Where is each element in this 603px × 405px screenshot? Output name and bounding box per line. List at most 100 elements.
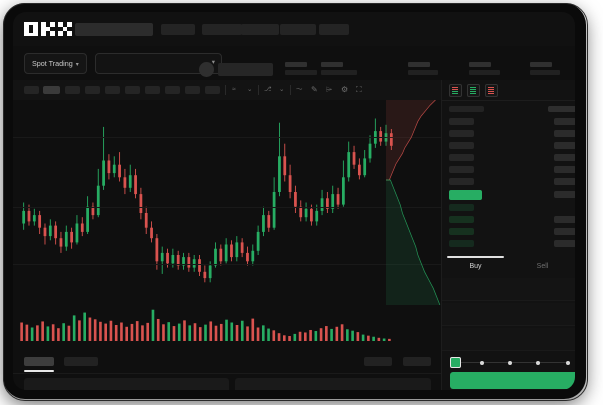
timeframe-chip-7[interactable] xyxy=(145,86,160,94)
toolbar-divider xyxy=(258,85,259,95)
chart-gridline xyxy=(13,264,441,265)
orderbook-bid-row[interactable] xyxy=(449,216,474,223)
bottom-panel-right xyxy=(235,378,431,390)
orderbook-ask-size xyxy=(554,118,575,125)
orderbook-mid-size xyxy=(554,191,575,198)
orderbook-ask-size xyxy=(554,154,575,161)
bottom-tab-bar xyxy=(13,351,441,374)
orderbook-bid-row[interactable] xyxy=(449,240,474,247)
settings-gear-icon[interactable]: ⚙ xyxy=(341,85,349,94)
timeframe-chip-10[interactable] xyxy=(205,86,220,94)
slider-dot-75[interactable] xyxy=(536,360,540,365)
orderbook-bid-size xyxy=(554,228,575,235)
chart-gridline xyxy=(13,137,441,138)
ob-mode-asks-icon[interactable] xyxy=(485,84,498,97)
chart-type-label[interactable]: ⎇ xyxy=(264,86,272,93)
candles-svg xyxy=(22,118,393,283)
nav-item-2[interactable] xyxy=(202,24,242,35)
amount-field[interactable] xyxy=(442,303,575,326)
nav-item-4[interactable] xyxy=(280,24,316,35)
timeframe-chip-9[interactable] xyxy=(185,86,200,94)
nav-item-1[interactable] xyxy=(161,24,195,35)
pair-name-skeleton xyxy=(218,63,273,76)
orderbook-mid-price xyxy=(449,190,482,200)
place-buy-order-button[interactable] xyxy=(450,372,575,389)
tab-order-history[interactable] xyxy=(64,357,98,366)
timeframe-chip-8[interactable] xyxy=(165,86,180,94)
toolbar-divider xyxy=(225,85,226,95)
orderbook-and-order-form: Buy Sell xyxy=(441,80,575,390)
market-type-label: Spot Trading xyxy=(32,59,73,68)
orderbook-ask-row[interactable] xyxy=(449,118,474,125)
tab-sell[interactable]: Sell xyxy=(536,263,549,270)
orderbook-ask-row[interactable] xyxy=(449,130,474,137)
bottom-action-2[interactable] xyxy=(403,357,431,366)
line-tool-icon[interactable]: 〜 xyxy=(296,86,303,93)
order-form-tabs: Buy Sell xyxy=(442,256,575,278)
price-field[interactable] xyxy=(442,278,575,301)
slider-dot-25[interactable] xyxy=(480,360,484,365)
active-tab-underline xyxy=(24,370,54,372)
volume-svg xyxy=(20,309,391,341)
chevron-down-icon: ▾ xyxy=(211,59,215,66)
depth-chart xyxy=(386,100,441,305)
toolbar-divider xyxy=(290,85,291,95)
tab-buy[interactable]: Buy xyxy=(469,263,482,270)
slider-handle[interactable] xyxy=(450,357,461,368)
chart-toolbar: ≈ ⌄ ⎇ ⌄ 〜 ✎ ⌲ ⚙ ⛶ xyxy=(13,80,441,101)
buy-tab-underline xyxy=(447,256,504,258)
bottom-panel-left xyxy=(24,378,229,390)
stat-change-24h xyxy=(321,62,357,75)
orderbook-ask-size xyxy=(554,178,575,185)
volume-chart xyxy=(13,305,441,351)
chart-type-chevron-down-icon[interactable]: ⌄ xyxy=(279,86,285,93)
slider-dot-50[interactable] xyxy=(508,360,512,365)
orderbook-view-modes xyxy=(449,84,498,97)
nav-item-5[interactable] xyxy=(319,24,349,35)
stat-high-24h xyxy=(408,62,438,75)
coin-avatar xyxy=(199,62,214,77)
nav-item-3[interactable] xyxy=(241,24,279,35)
bottom-action-1[interactable] xyxy=(364,357,392,366)
chevron-down-icon: ▾ xyxy=(75,62,79,68)
stat-volume-24h xyxy=(530,62,560,75)
orderbook-ask-row[interactable] xyxy=(449,142,474,149)
timeframe-chip-5[interactable] xyxy=(105,86,120,94)
orderbook-header-right xyxy=(548,106,575,112)
orderbook-ask-row[interactable] xyxy=(449,154,474,161)
pencil-icon[interactable]: ✎ xyxy=(311,85,318,94)
orderbook-ask-size xyxy=(554,130,575,137)
app-screen: Spot Trading ▾ ▾ xyxy=(13,12,575,390)
top-navigation-bar xyxy=(13,12,575,46)
orderbook-bid-row[interactable] xyxy=(449,204,474,211)
tab-open-orders[interactable] xyxy=(24,357,54,366)
orderbook-ask-row[interactable] xyxy=(449,166,474,173)
market-type-dropdown[interactable]: Spot Trading ▾ xyxy=(24,53,87,74)
orderbook-bid-size xyxy=(554,240,575,247)
orderbook-ask-size xyxy=(554,166,575,173)
ob-mode-both-icon[interactable] xyxy=(449,84,462,97)
nav-search-skeleton[interactable] xyxy=(75,23,153,36)
timeframe-chip-4[interactable] xyxy=(85,86,100,94)
orderbook-ask-size xyxy=(554,142,575,149)
timeframe-chip-3[interactable] xyxy=(65,86,80,94)
timeframe-chip-6[interactable] xyxy=(125,86,140,94)
orderbook-header-left xyxy=(449,106,484,112)
orderbook-bid-row[interactable] xyxy=(449,228,474,235)
fullscreen-icon[interactable]: ⛶ xyxy=(356,85,362,94)
orderbook-bid-size xyxy=(554,216,575,223)
okx-logo-icon[interactable] xyxy=(24,22,72,36)
camera-icon[interactable]: ⌲ xyxy=(326,85,333,94)
indicator-chevron-down-icon[interactable]: ⌄ xyxy=(247,86,253,93)
indicator-label[interactable]: ≈ xyxy=(232,86,236,93)
chart-gridline xyxy=(13,207,441,208)
timeframe-chip-1[interactable] xyxy=(24,86,39,94)
total-field[interactable] xyxy=(442,328,575,351)
orderbook-divider xyxy=(442,100,575,101)
candlestick-chart[interactable] xyxy=(13,100,441,305)
ob-mode-bids-icon[interactable] xyxy=(467,84,480,97)
timeframe-chip-2[interactable] xyxy=(43,86,60,94)
slider-dot-100[interactable] xyxy=(566,360,570,365)
orderbook-ask-row[interactable] xyxy=(449,178,474,185)
